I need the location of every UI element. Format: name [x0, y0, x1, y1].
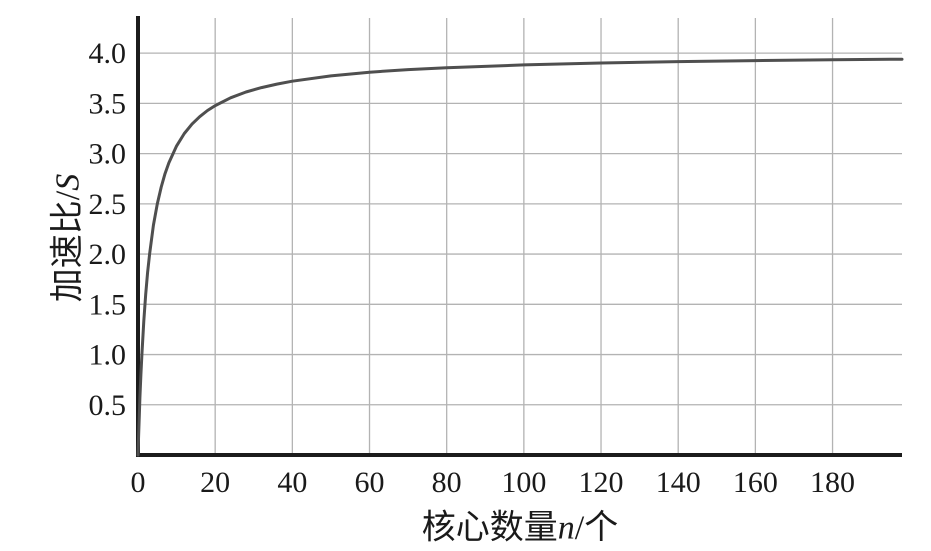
x-tick-label: 40	[277, 466, 307, 499]
y-tick-label: 3.5	[89, 87, 127, 120]
x-axis-title-variable: n	[557, 509, 575, 547]
y-tick-label: 3.0	[89, 138, 127, 171]
x-tick-label: 100	[501, 466, 546, 499]
y-tick-label: 2.5	[89, 188, 127, 221]
y-axis-title-text: 加速比/	[49, 190, 87, 303]
y-tick-label: 1.5	[89, 288, 127, 321]
x-tick-label: 180	[810, 466, 855, 499]
y-axis-title: 加速比/S	[40, 174, 89, 302]
x-axis-title-text: 核心数量	[421, 509, 558, 547]
x-tick-label: 120	[579, 466, 624, 499]
speedup-curve	[136, 57, 904, 457]
x-axis-title: 核心数量n/个	[422, 500, 618, 549]
x-tick-label: 20	[200, 466, 230, 499]
x-tick-label: 160	[733, 466, 778, 499]
y-axis-title-variable: S	[49, 173, 87, 191]
x-tick-label: 0	[131, 466, 146, 499]
y-tick-label: 4.0	[89, 37, 127, 70]
y-tick-label: 2.0	[89, 238, 127, 271]
x-tick-label: 80	[432, 466, 462, 499]
x-tick-label: 140	[656, 466, 701, 499]
y-tick-label: 0.5	[89, 389, 127, 422]
x-axis-title-unit: /个	[574, 509, 619, 547]
y-tick-label: 1.0	[89, 339, 127, 372]
x-tick-label: 60	[355, 466, 385, 499]
